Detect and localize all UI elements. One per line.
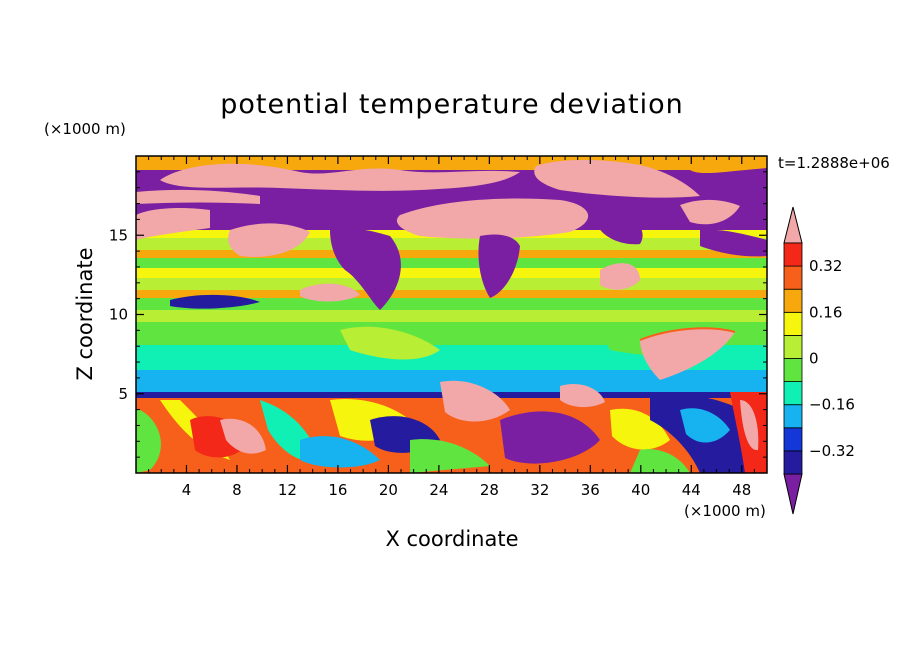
colorbar-upper-extend	[783, 206, 803, 244]
colorbar-tick-label: 0.32	[809, 257, 842, 275]
x-unit-label: (×1000 m)	[684, 502, 766, 520]
colorbar-bin	[783, 334, 803, 359]
colorbar-tick-label: −0.16	[809, 396, 855, 414]
colorbar-tick-label: 0	[809, 350, 819, 368]
x-tick-label: 32	[530, 481, 549, 499]
x-tick-label: 24	[429, 481, 448, 499]
contour-field	[136, 156, 767, 473]
x-tick-label: 28	[480, 481, 499, 499]
x-tick-label: 36	[581, 481, 600, 499]
x-tick-label: 12	[278, 481, 297, 499]
x-tick-label: 44	[682, 481, 701, 499]
colorbar-bin	[783, 311, 803, 336]
colorbar-tick-label: 0.16	[809, 303, 842, 321]
colorbar-bin	[783, 450, 803, 475]
colorbar-bin	[783, 358, 803, 383]
x-tick-label: 20	[379, 481, 398, 499]
x-axis-label: X coordinate	[385, 527, 518, 551]
y-unit-label: (×1000 m)	[44, 120, 126, 138]
x-tick-label: 16	[328, 481, 347, 499]
y-tick-label: 15	[109, 226, 128, 244]
chart-title: potential temperature deviation	[220, 89, 683, 120]
colorbar-bin	[783, 288, 803, 313]
colorbar-bin	[783, 265, 803, 290]
y-tick-label: 10	[109, 306, 128, 324]
colorbar: 0.32 0.16 0 −0.16 −0.32	[783, 206, 855, 515]
colorbar-tick-label: −0.32	[809, 442, 855, 460]
x-tick-label: 48	[732, 481, 751, 499]
time-label: t=1.2888e+06	[778, 154, 890, 172]
colorbar-bin	[783, 427, 803, 452]
y-axis-label: Z coordinate	[73, 247, 97, 380]
x-tick-label: 4	[182, 481, 192, 499]
colorbar-lower-extend	[783, 473, 803, 515]
colorbar-bin	[783, 404, 803, 429]
colorbar-bin	[783, 381, 803, 406]
x-tick-label: 40	[631, 481, 650, 499]
x-tick-label: 8	[232, 481, 242, 499]
x-axis: 4 8 12 16 20 24 28 32 36 40 44 48	[148, 156, 755, 499]
y-axis: 5 10 15	[109, 171, 767, 458]
colorbar-bin	[783, 242, 803, 267]
y-tick-label: 5	[118, 385, 128, 403]
